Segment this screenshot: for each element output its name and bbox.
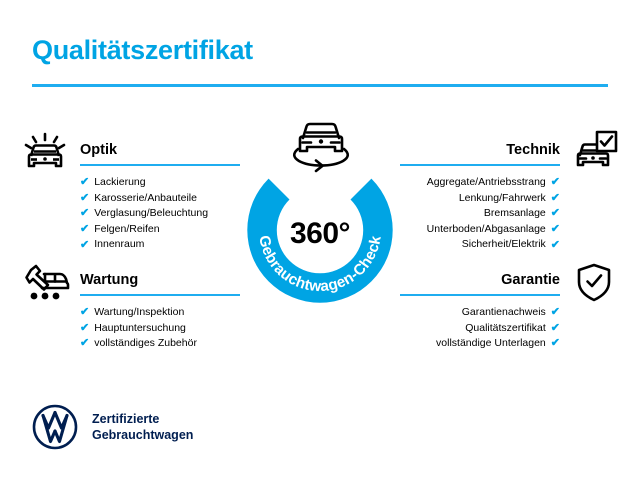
list-item: ✔ Innenraum — [80, 237, 240, 253]
list-item: Bremsanlage ✔ — [400, 206, 560, 222]
check-icon: ✔ — [550, 191, 560, 204]
check-icon: ✔ — [80, 238, 90, 251]
list-item-label: Wartung/Inspektion — [94, 306, 185, 318]
list-item: Garantienachweis ✔ — [400, 305, 560, 321]
check-icon: ✔ — [550, 321, 560, 334]
list-item: ✔ Wartung/Inspektion — [80, 305, 240, 321]
badge-degrees: 360° — [289, 217, 351, 250]
list-item-label: Qualitätszertifikat — [465, 321, 546, 334]
check-icon: ✔ — [550, 306, 560, 319]
section-header: Technik — [400, 130, 618, 167]
list-item: Sicherheit/Elektrik ✔ — [400, 237, 560, 253]
list-item-label: Felgen/Reifen — [94, 222, 160, 235]
check-icon: ✔ — [80, 176, 90, 189]
section-divider — [400, 163, 560, 166]
list-item-label: Bremsanlage — [483, 207, 546, 220]
list-item-label: Garantienachweis — [461, 306, 546, 318]
checklist-optik: ✔ Lackierung ✔ Karosserie/Anbauteile ✔ Verg… — [80, 175, 240, 253]
wrench-car-icon — [22, 262, 70, 307]
list-item: Aggregate/Antriebsstrang ✔ — [400, 175, 560, 191]
footer-text: Zertifizierte Gebrauchtwagen — [92, 411, 193, 443]
list-item-label: Karosserie/Anbauteile — [94, 191, 197, 204]
car-shine-icon — [22, 132, 68, 177]
checklist-technik: Aggregate/Antriebsstrang ✔ Lenkung/Fahrwe… — [400, 175, 560, 253]
shield-check-icon — [574, 262, 614, 309]
footer-line-2: Gebrauchtwagen — [92, 428, 194, 442]
section-garantie: Garantie Garantienachweis ✔ Qualitätszert… — [400, 262, 611, 352]
check-icon: ✔ — [80, 207, 90, 220]
section-header: Optik — [24, 132, 240, 168]
list-item-label: Lenkung/Fahrwerk — [458, 191, 546, 204]
section-title-garantie: Garantie — [501, 272, 560, 288]
checklist-wartung: ✔ Wartung/Inspektion ✔ Hauptuntersuchung ✔… — [80, 305, 240, 352]
list-item: Qualitätszertifikat ✔ — [400, 321, 560, 337]
list-item-label: Verglasung/Beleuchtung — [94, 207, 209, 220]
check-icon: ✔ — [550, 176, 560, 189]
check-icon: ✔ — [80, 223, 90, 236]
car-rotate-icon — [285, 116, 357, 178]
check-icon: ✔ — [80, 306, 90, 319]
check-icon: ✔ — [550, 223, 560, 236]
list-item-label: vollständiges Zubehör — [94, 337, 197, 350]
list-item: Lenkung/Fahrwerk ✔ — [400, 191, 560, 207]
title-divider — [32, 84, 608, 87]
check-icon: ✔ — [550, 207, 560, 220]
check-icon: ✔ — [80, 321, 90, 334]
section-optik: Optik ✔ Lackierung ✔ Karosserie/Anbauteile… — [24, 132, 240, 253]
list-item: ✔ vollständiges Zubehör — [80, 336, 240, 352]
check-icon: ✔ — [80, 337, 90, 350]
section-divider — [80, 163, 240, 166]
gebrauchtwagen-check-badge: Gebrauchtwagen-Check 360° — [238, 122, 402, 312]
list-item: ✔ Karosserie/Anbauteile — [80, 191, 240, 207]
check-icon: ✔ — [550, 337, 560, 350]
section-header: Garantie — [400, 262, 611, 302]
section-wartung: Wartung ✔ Wartung/Inspektion ✔ Hauptunters… — [25, 262, 240, 352]
section-title-wartung: Wartung — [80, 272, 139, 288]
section-divider — [80, 293, 240, 296]
list-item: vollständige Unterlagen ✔ — [400, 336, 560, 352]
list-item: ✔ Verglasung/Beleuchtung — [80, 206, 240, 222]
section-title-optik: Optik — [80, 142, 118, 158]
badge-arc: Gebrauchtwagen-Check — [247, 178, 393, 303]
list-item-label: Hauptuntersuchung — [94, 321, 186, 334]
vw-logo-icon — [32, 404, 78, 450]
footer-line-1: Zertifizierte — [92, 412, 160, 426]
list-item-label: vollständige Unterlagen — [436, 337, 546, 350]
page-title: Qualitätszertifikat — [32, 35, 253, 65]
section-technik: Technik Aggregate/Antriebsstrang ✔ Lenkun… — [400, 130, 618, 253]
checklist-garantie: Garantienachweis ✔ Qualitätszertifikat ✔ v… — [400, 305, 560, 352]
check-icon: ✔ — [80, 191, 90, 204]
list-item-label: Sicherheit/Elektrik — [461, 238, 546, 251]
list-item: Unterboden/Abgasanlage ✔ — [400, 222, 560, 238]
footer-brand: Zertifizierte Gebrauchtwagen — [32, 404, 193, 450]
list-item-label: Aggregate/Antriebsstrang — [426, 176, 546, 188]
list-item: ✔ Felgen/Reifen — [80, 222, 240, 238]
list-item: ✔ Hauptuntersuchung — [80, 321, 240, 337]
list-item: ✔ Lackierung — [80, 175, 240, 191]
car-checkbox-icon — [570, 130, 618, 177]
section-header: Wartung — [25, 262, 240, 300]
list-item-label: Innenraum — [94, 238, 145, 251]
list-item-label: Lackierung — [94, 176, 146, 188]
check-icon: ✔ — [550, 238, 560, 251]
section-divider — [400, 293, 560, 296]
section-title-technik: Technik — [506, 142, 560, 158]
list-item-label: Unterboden/Abgasanlage — [426, 222, 546, 235]
